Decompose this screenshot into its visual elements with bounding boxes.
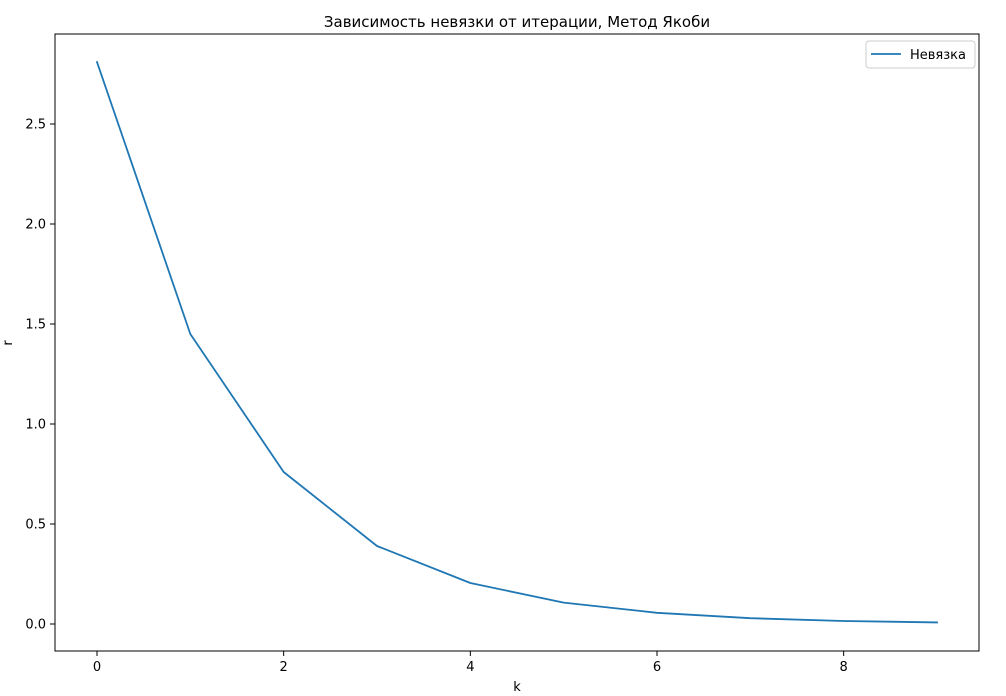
series-line [95, 60, 938, 624]
x-axis-label: k [513, 680, 521, 695]
legend: Невязка [865, 40, 976, 69]
x-tick-label: 0 [93, 660, 101, 675]
x-tick-label: 8 [840, 660, 848, 675]
y-tick-label: 2.0 [25, 218, 46, 233]
legend-entry-label: Невязка [910, 48, 966, 63]
x-axis-ticks: 0 2 4 6 8 [93, 651, 848, 675]
y-axis-ticks: 0.0 0.5 1.0 1.5 2.0 2.5 [25, 118, 55, 633]
x-tick-label: 4 [466, 660, 474, 675]
chart-title: Зависимость невязки от итерации, Метод Я… [324, 13, 710, 31]
y-tick-label: 0.5 [25, 518, 46, 533]
x-tick-label: 2 [280, 660, 288, 675]
y-axis-label: r [1, 340, 16, 346]
y-tick-label: 1.0 [25, 418, 46, 433]
legend-box [865, 40, 976, 69]
y-tick-label: 0.0 [25, 618, 46, 633]
y-tick-label: 1.5 [25, 318, 46, 333]
plot-area-frame [54, 33, 980, 652]
x-tick-label: 6 [653, 660, 661, 675]
y-tick-label: 2.5 [25, 118, 46, 133]
series-layer [95, 60, 938, 624]
